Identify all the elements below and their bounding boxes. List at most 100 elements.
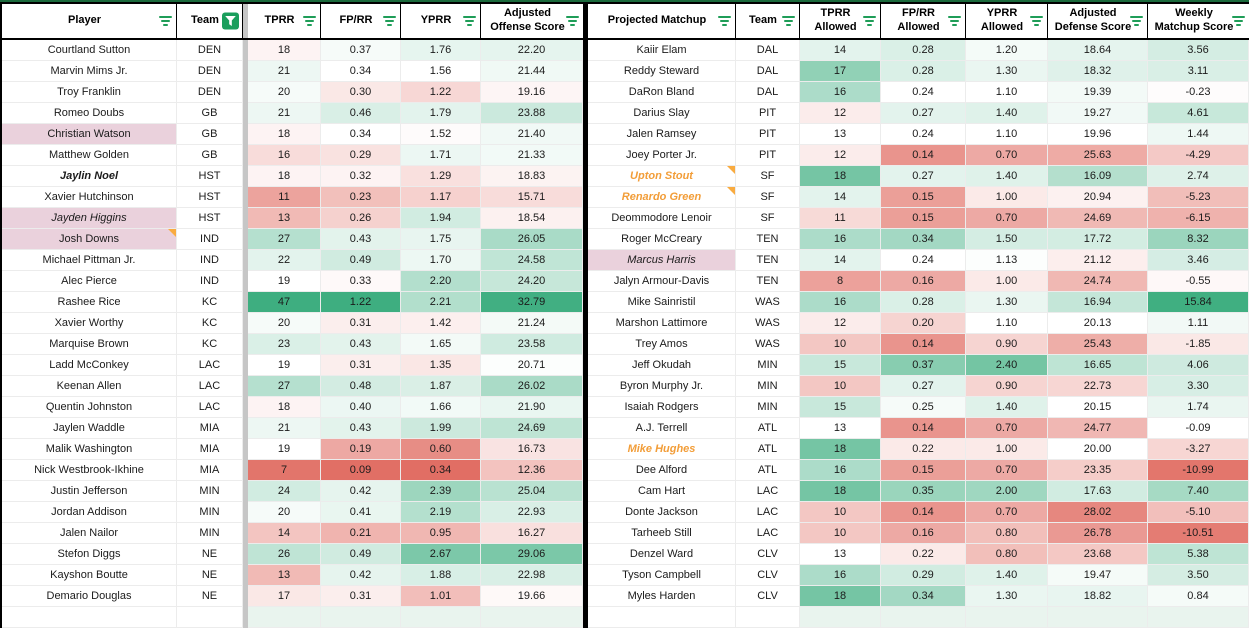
tprr-allowed-cell[interactable]: 10 [800, 502, 881, 523]
defense-score-cell[interactable]: 19.39 [1048, 82, 1148, 103]
weekly-score-cell[interactable]: 3.50 [1148, 565, 1249, 586]
weekly-score-cell[interactable]: 1.44 [1148, 124, 1249, 145]
filter-icon[interactable] [1030, 16, 1043, 26]
tprr-cell[interactable]: 20 [248, 82, 321, 103]
tprr-cell[interactable]: 13 [248, 208, 321, 229]
weekly-score-cell[interactable]: 0.84 [1148, 586, 1249, 607]
fprr-allowed-cell[interactable]: 0.22 [881, 544, 966, 565]
weekly-score-cell[interactable]: 5.38 [1148, 544, 1249, 565]
tprr-cell[interactable]: 18 [248, 40, 321, 61]
matchup-cell[interactable]: Jeff Okudah [588, 355, 736, 376]
score-cell[interactable]: 16.27 [481, 523, 583, 544]
tprr-cell[interactable]: 20 [248, 502, 321, 523]
tprr-allowed-cell[interactable]: 8 [800, 271, 881, 292]
team-cell[interactable]: WAS [736, 313, 800, 334]
player-cell[interactable]: Ladd McConkey [2, 355, 177, 376]
fprr-cell[interactable]: 0.31 [321, 586, 401, 607]
score-cell[interactable]: 26.05 [481, 229, 583, 250]
score-cell[interactable]: 18.54 [481, 208, 583, 229]
yprr-allowed-cell[interactable]: 0.90 [966, 376, 1048, 397]
team-cell[interactable]: MIN [177, 502, 243, 523]
score-cell[interactable]: 19.16 [481, 82, 583, 103]
weekly-score-cell[interactable]: 3.46 [1148, 250, 1249, 271]
yprr-cell[interactable]: 1.42 [401, 313, 481, 334]
matchup-cell[interactable]: Byron Murphy Jr. [588, 376, 736, 397]
tprr-cell[interactable]: 27 [248, 229, 321, 250]
defense-score-cell[interactable]: 20.15 [1048, 397, 1148, 418]
fprr-allowed-cell[interactable]: 0.28 [881, 40, 966, 61]
matchup-cell[interactable]: DaRon Bland [588, 82, 736, 103]
weekly-score-cell[interactable]: 7.40 [1148, 481, 1249, 502]
team-cell[interactable]: LAC [177, 376, 243, 397]
tprr-cell[interactable]: 26 [248, 544, 321, 565]
score-cell[interactable]: 19.66 [481, 586, 583, 607]
column-header-fp-rr[interactable]: FP/RR [321, 4, 401, 38]
team-cell[interactable]: TEN [736, 229, 800, 250]
fprr-allowed-cell[interactable]: 0.28 [881, 292, 966, 313]
score-cell[interactable]: 23.58 [481, 334, 583, 355]
filter-icon[interactable] [948, 16, 961, 26]
team-cell[interactable]: TEN [736, 271, 800, 292]
yprr-cell[interactable]: 1.70 [401, 250, 481, 271]
yprr-allowed-cell[interactable]: 1.50 [966, 229, 1048, 250]
tprr-cell[interactable]: 13 [248, 565, 321, 586]
fprr-allowed-cell[interactable]: 0.35 [881, 481, 966, 502]
score-cell[interactable]: 12.36 [481, 460, 583, 481]
fprr-allowed-cell[interactable]: 0.28 [881, 61, 966, 82]
player-cell[interactable]: Stefon Diggs [2, 544, 177, 565]
fprr-cell[interactable]: 0.23 [321, 187, 401, 208]
tprr-cell[interactable]: 18 [248, 124, 321, 145]
tprr-cell[interactable]: 47 [248, 292, 321, 313]
team-cell[interactable]: ATL [736, 439, 800, 460]
player-cell[interactable]: Marquise Brown [2, 334, 177, 355]
column-header-tprr-allowed[interactable]: TPRR Allowed [800, 4, 881, 38]
column-header-adjusted-defense-score[interactable]: Adjusted Defense Score [1048, 4, 1148, 38]
team-cell[interactable]: PIT [736, 103, 800, 124]
yprr-cell[interactable]: 1.22 [401, 82, 481, 103]
tprr-allowed-cell[interactable]: 18 [800, 166, 881, 187]
score-cell[interactable]: 24.20 [481, 271, 583, 292]
score-cell[interactable]: 24.69 [481, 418, 583, 439]
tprr-cell[interactable]: 22 [248, 250, 321, 271]
weekly-score-cell[interactable]: -10.51 [1148, 523, 1249, 544]
team-cell[interactable]: PIT [736, 124, 800, 145]
team-cell[interactable]: DAL [736, 61, 800, 82]
player-cell[interactable]: Romeo Doubs [2, 103, 177, 124]
team-cell[interactable]: LAC [736, 481, 800, 502]
yprr-allowed-cell[interactable]: 2.40 [966, 355, 1048, 376]
matchup-cell[interactable]: Cam Hart [588, 481, 736, 502]
column-header-weekly-matchup-score[interactable]: Weekly Matchup Score [1148, 4, 1249, 38]
fprr-allowed-cell[interactable]: 0.14 [881, 418, 966, 439]
yprr-cell[interactable]: 1.17 [401, 187, 481, 208]
player-cell[interactable]: Malik Washington [2, 439, 177, 460]
matchup-cell[interactable]: Deommodore Lenoir [588, 208, 736, 229]
defense-score-cell[interactable]: 22.73 [1048, 376, 1148, 397]
team-cell[interactable]: CLV [736, 544, 800, 565]
fprr-allowed-cell[interactable]: 0.20 [881, 313, 966, 334]
matchup-cell[interactable]: A.J. Terrell [588, 418, 736, 439]
tprr-cell[interactable]: 23 [248, 334, 321, 355]
fprr-cell[interactable]: 0.40 [321, 397, 401, 418]
fprr-allowed-cell[interactable]: 0.24 [881, 124, 966, 145]
fprr-cell[interactable]: 0.43 [321, 229, 401, 250]
defense-score-cell[interactable]: 20.13 [1048, 313, 1148, 334]
team-cell[interactable]: DAL [736, 82, 800, 103]
score-cell[interactable]: 22.20 [481, 40, 583, 61]
fprr-allowed-cell[interactable]: 0.22 [881, 439, 966, 460]
score-cell[interactable]: 21.24 [481, 313, 583, 334]
fprr-cell[interactable]: 0.31 [321, 313, 401, 334]
team-cell[interactable]: GB [177, 103, 243, 124]
yprr-allowed-cell[interactable]: 1.00 [966, 187, 1048, 208]
column-header-team[interactable]: Team [177, 4, 243, 38]
team-cell[interactable]: HST [177, 166, 243, 187]
yprr-allowed-cell[interactable]: 1.30 [966, 586, 1048, 607]
matchup-cell[interactable]: Reddy Steward [588, 61, 736, 82]
tprr-cell[interactable]: 24 [248, 481, 321, 502]
yprr-allowed-cell[interactable]: 0.80 [966, 523, 1048, 544]
score-cell[interactable]: 22.98 [481, 565, 583, 586]
matchup-cell[interactable]: Marcus Harris [588, 250, 736, 271]
matchup-cell[interactable]: Tyson Campbell [588, 565, 736, 586]
filter-icon[interactable] [383, 16, 396, 26]
filter-icon[interactable] [718, 16, 731, 26]
player-cell[interactable]: Justin Jefferson [2, 481, 177, 502]
